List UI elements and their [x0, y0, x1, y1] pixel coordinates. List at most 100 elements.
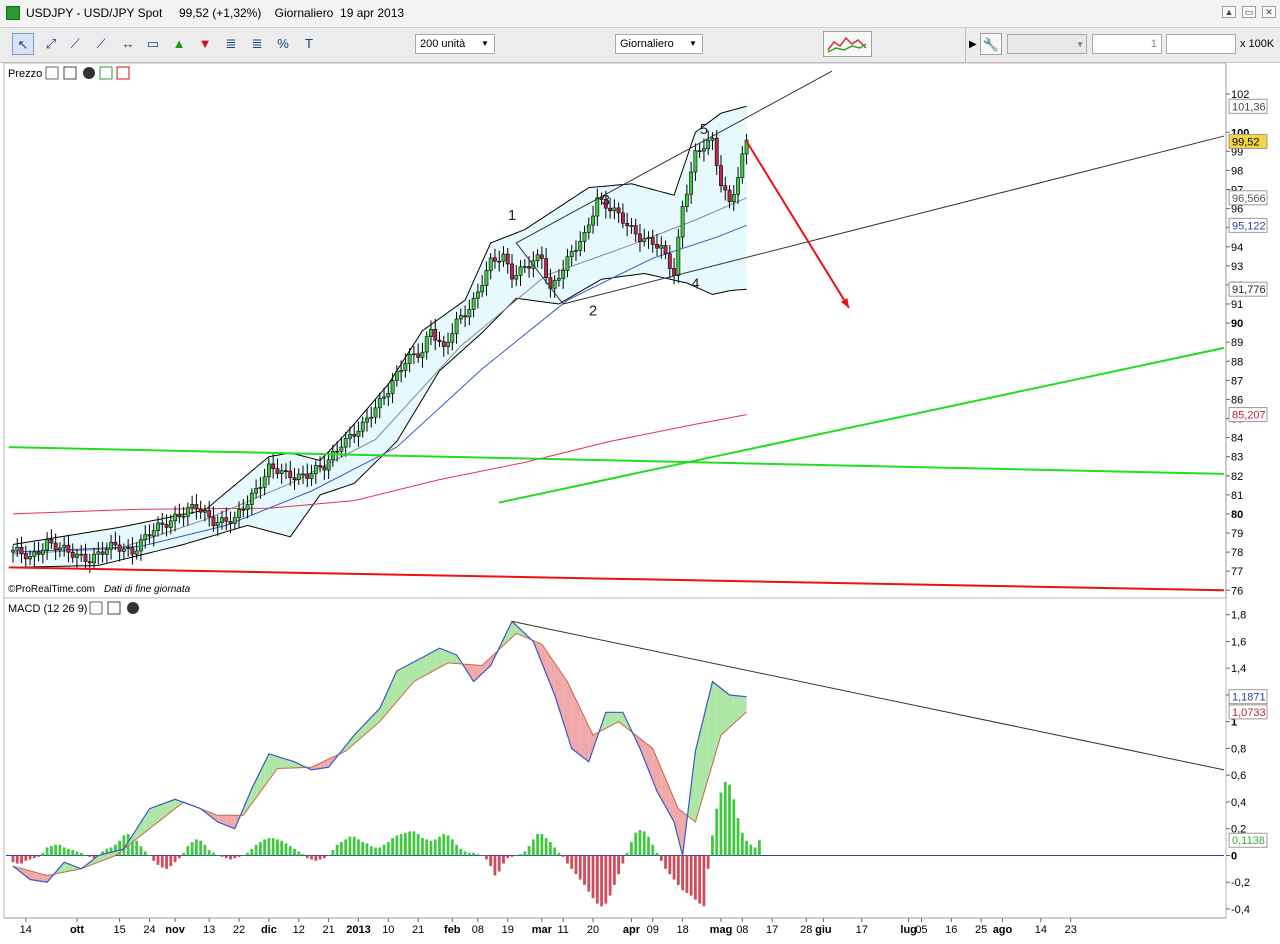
fill-segment — [98, 854, 103, 863]
candle-body — [710, 137, 715, 141]
horizontal-segment-icon[interactable]: ↔ — [121, 36, 135, 51]
close-window-button[interactable]: ✕ — [1262, 6, 1276, 18]
x-tick-label-lug: lug — [900, 924, 917, 936]
histogram-bar — [79, 852, 83, 856]
histogram-bar — [118, 840, 122, 856]
green-support-flat-line[interactable] — [8, 446, 1225, 475]
channel-left-edge-line[interactable] — [515, 242, 564, 305]
histogram-bar — [463, 851, 467, 856]
candle-body — [288, 470, 293, 479]
candle-body — [416, 353, 421, 358]
histogram-bar — [719, 792, 723, 856]
macd-y-tick-label-1,8: 1,8 — [1231, 610, 1246, 622]
macd-y-tick-label-1: 1 — [1231, 717, 1237, 729]
channel-icon[interactable]: ▭ — [146, 36, 160, 51]
y-tick-label-87: 87 — [1231, 375, 1243, 387]
price-maximize-icon[interactable] — [63, 66, 77, 80]
candle-body — [139, 539, 143, 552]
candle-body — [719, 165, 723, 187]
price-settings-icon[interactable] — [45, 66, 59, 80]
histogram-bar — [75, 851, 79, 856]
fill-segment — [435, 648, 440, 670]
macd-settings-icon[interactable] — [89, 601, 103, 615]
segment-icon[interactable]: ⟋ — [96, 36, 106, 51]
channel-lower-line[interactable] — [563, 135, 1225, 305]
candle-body — [164, 524, 169, 528]
quantity-stepper[interactable]: 1 — [1092, 34, 1162, 54]
fill-segment — [251, 779, 257, 804]
period-select[interactable]: Giornaliero ▼ — [615, 34, 703, 54]
histogram-bar — [84, 855, 87, 856]
macd-trendline[interactable] — [511, 620, 1225, 771]
green-support-rising-line[interactable] — [499, 346, 1225, 504]
price-input[interactable] — [1166, 34, 1236, 54]
cursor-icon[interactable]: ↖ — [12, 33, 34, 55]
red-support-line[interactable] — [8, 566, 1225, 592]
fill-segment — [580, 708, 585, 759]
chart-app-icon — [6, 6, 20, 20]
candle-body — [28, 556, 32, 560]
macd-maximize-icon[interactable] — [107, 601, 121, 615]
histogram-bar — [698, 855, 702, 904]
x-tick-label-apr: apr — [623, 924, 641, 936]
histogram-bar — [510, 855, 514, 857]
price-close-icon[interactable] — [83, 67, 95, 79]
ruler-icon[interactable]: ⤢ — [45, 36, 57, 51]
y-tick-label-81: 81 — [1231, 490, 1243, 502]
maximize-window-button[interactable]: ▭ — [1242, 6, 1256, 18]
text-icon[interactable]: T — [305, 36, 313, 51]
histogram-bar — [757, 840, 761, 856]
fill-segment — [268, 753, 274, 781]
fill-segment — [324, 759, 329, 768]
candle-body — [100, 551, 105, 555]
candle-body — [211, 516, 216, 527]
macd-panel[interactable]: MACD (12 26 9)1,81,61,41,210,80,60,40,20… — [3, 597, 1268, 919]
histogram-bar — [369, 846, 373, 856]
expand-arrow-icon[interactable]: ▶ — [969, 39, 977, 50]
histogram-bar — [305, 855, 309, 859]
histogram-bar — [574, 855, 578, 875]
candle-body — [203, 510, 207, 513]
fill-segment — [716, 684, 721, 750]
fill-segment — [34, 872, 39, 881]
order-type-select[interactable]: ▼ — [1007, 34, 1087, 54]
fill-segment — [738, 695, 743, 720]
percent-icon[interactable]: % — [277, 36, 289, 51]
fill-segment — [162, 802, 167, 819]
units-select[interactable]: 200 unità ▼ — [415, 34, 495, 54]
chart-type-button[interactable] — [823, 31, 872, 57]
fibonacci-fan-icon[interactable]: ≣ — [251, 36, 263, 51]
sell-arrow-icon[interactable]: ▼ — [198, 36, 212, 51]
fill-segment — [516, 625, 521, 636]
fill-segment — [59, 862, 65, 874]
forecast-arrow-line[interactable] — [745, 140, 850, 309]
candle-body — [539, 254, 544, 259]
buy-arrow-icon[interactable]: ▲ — [172, 36, 186, 51]
candle-body — [629, 225, 634, 227]
trendline-icon[interactable]: ⟋ — [70, 36, 80, 51]
chart-area[interactable]: Prezzo 1 2 3 4 5 ©ProRealTime.com Dati di fine … — [0, 62, 1280, 939]
candle-body — [399, 370, 404, 373]
candle-body — [330, 450, 335, 461]
fill-segment — [644, 741, 649, 770]
price-panel[interactable]: Prezzo 1 2 3 4 5 ©ProRealTime.com Dati di fine … — [3, 62, 1268, 918]
candle-body — [646, 237, 651, 240]
wrench-icon[interactable]: 🔧 — [980, 33, 1002, 55]
candle-body — [731, 193, 736, 203]
fibonacci-icon[interactable]: ≣ — [225, 36, 237, 51]
x-tick-label-22: 22 — [233, 924, 245, 936]
histogram-bar — [506, 855, 510, 859]
candle-body — [369, 416, 374, 419]
collapse-window-button[interactable]: ▲ — [1222, 6, 1236, 18]
channel-upper-line[interactable] — [516, 70, 833, 244]
histogram-bar — [49, 846, 53, 856]
histogram-bar — [416, 834, 420, 856]
histogram-bar — [566, 855, 569, 864]
fill-segment — [102, 853, 107, 861]
candle-body — [241, 509, 246, 511]
histogram-bar — [45, 847, 49, 856]
price-move-down-icon[interactable] — [116, 66, 130, 80]
price-move-up-icon[interactable] — [99, 66, 113, 80]
macd-close-icon[interactable] — [127, 602, 139, 614]
